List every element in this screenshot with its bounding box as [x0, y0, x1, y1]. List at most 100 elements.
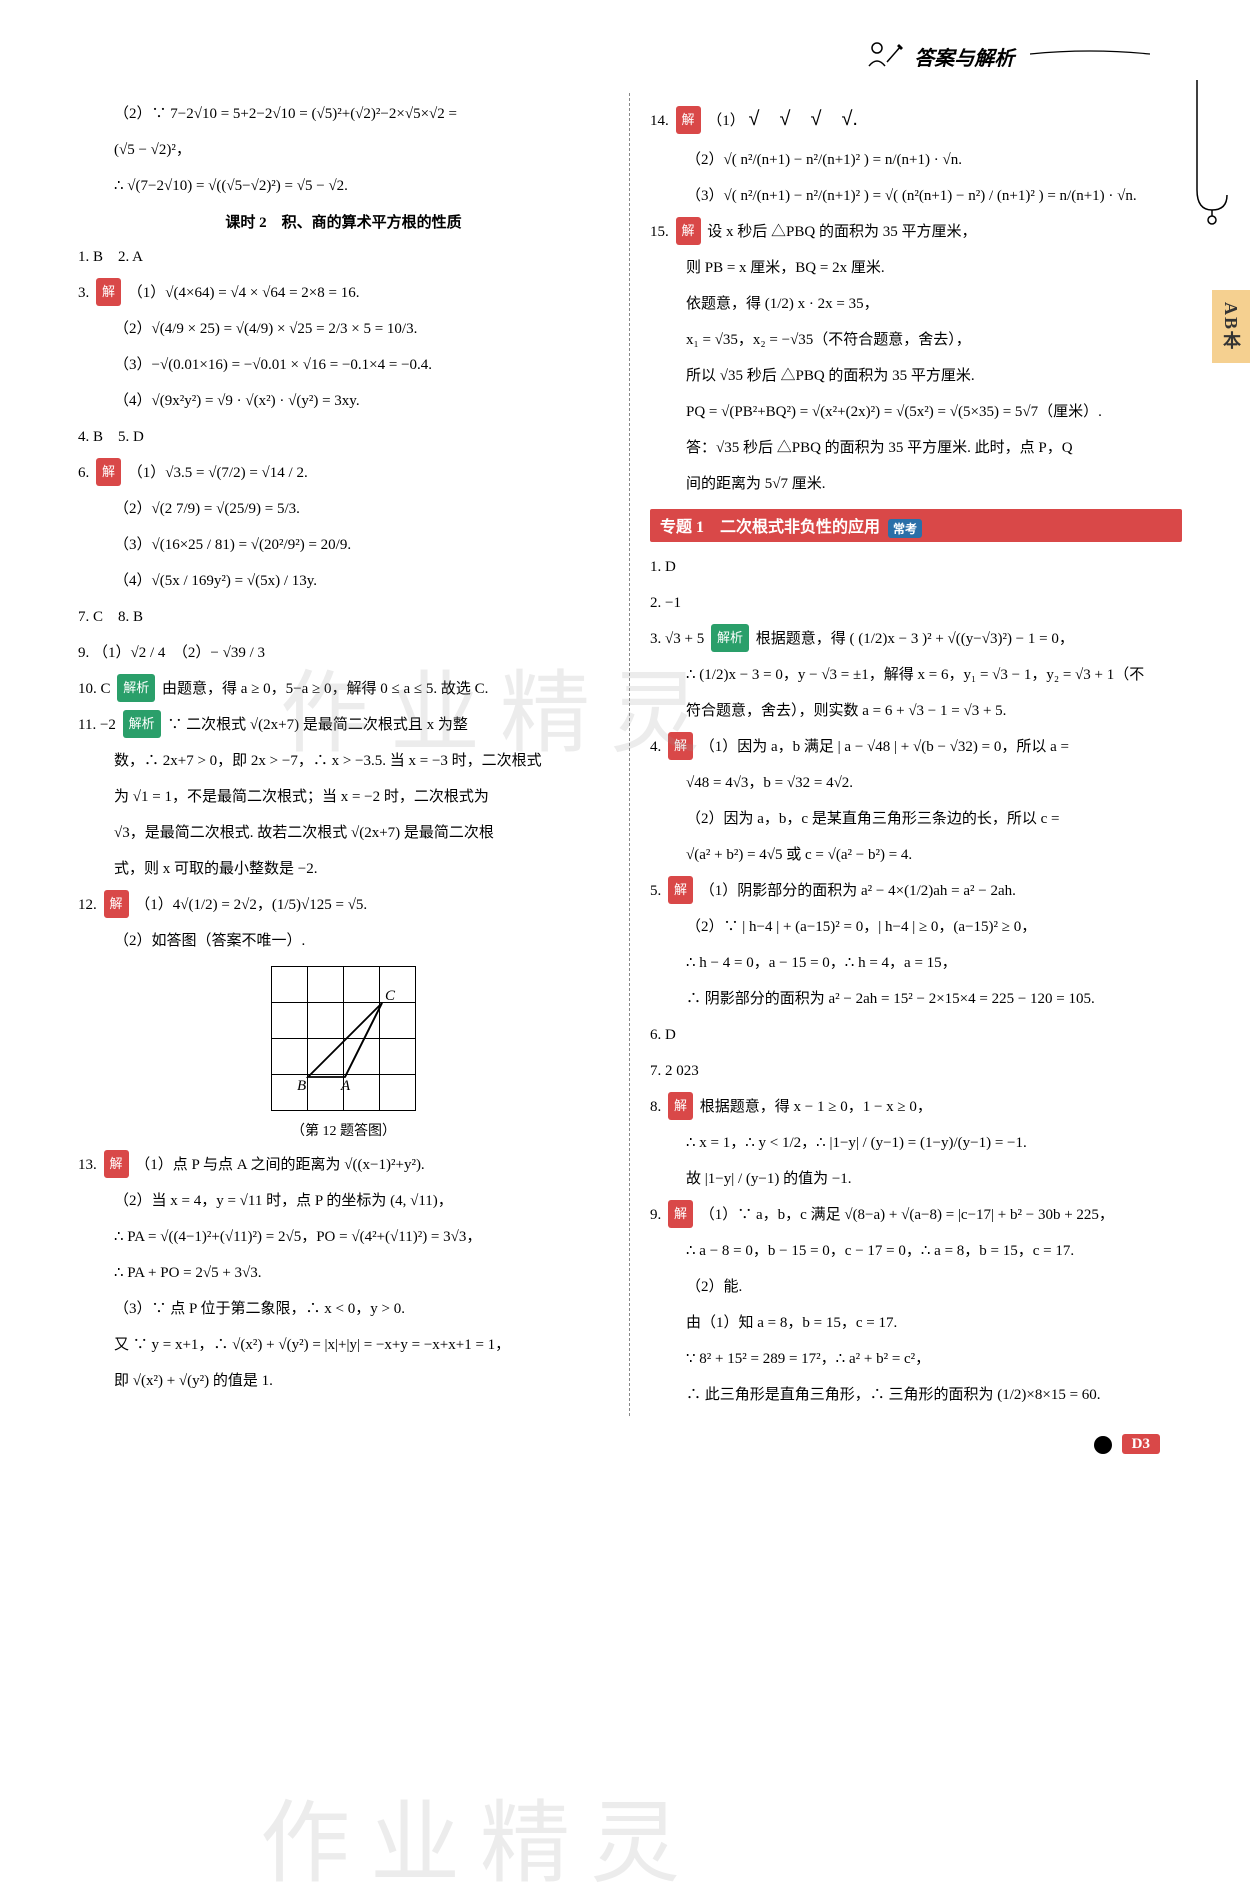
footer-dot-icon [1094, 1436, 1112, 1454]
question-15: 15. 解 设 x 秒后 △PBQ 的面积为 35 平方厘米， [650, 217, 1182, 247]
text: （1）√3.5 = √(7/2) = √14 / 2. [128, 465, 308, 481]
analysis-badge: 解析 [117, 674, 155, 702]
answer-line: 4. B 5. D [78, 422, 609, 452]
text-line: （2）√( n²/(n+1) − n²/(n+1)² ) = n/(n+1) ·… [650, 145, 1182, 175]
text-line: 为 √1 = 1，不是最简二次根式；当 x = −2 时，二次根式为 [78, 782, 609, 812]
text-line: 由（1）知 a = 8，b = 15，c = 17. [650, 1308, 1182, 1338]
answer-line: 7. C 8. B [78, 602, 609, 632]
text: （1）√(4×64) = √4 × √64 = 2×8 = 16. [128, 285, 360, 301]
text-line: √3，是最简二次根式. 故若二次根式 √(2x+7) 是最简二次根 [78, 818, 609, 848]
question-14: 14. 解 （1） √ √ √ √. [650, 99, 1182, 139]
q-number: 14. [650, 113, 669, 129]
topic-q8: 8. 解 根据题意，得 x − 1 ≥ 0，1 − x ≥ 0， [650, 1092, 1182, 1122]
analysis-badge: 解析 [123, 710, 161, 738]
text-line: √(a² + b²) = 4√5 或 c = √(a² − b²) = 4. [650, 840, 1182, 870]
check-marks: √ √ √ √. [749, 108, 858, 130]
left-column: （2）∵ 7−2√10 = 5+2−2√10 = (√5)²+(√2)²−2×√… [70, 93, 630, 1416]
text-line: x₁ = √35，x₂ = −√35（不符合题意，舍去）， [650, 325, 1182, 355]
text-line: ∴ 阴影部分的面积为 a² − 2ah = 15² − 2×15×4 = 225… [650, 984, 1182, 1014]
q-answer: 10. C [78, 681, 111, 697]
q-answer: 11. −2 [78, 717, 116, 733]
text-line: ∴ a − 8 = 0，b − 15 = 0，c − 17 = 0，∴ a = … [650, 1236, 1182, 1266]
text-line: 故 |1−y| / (y−1) 的值为 −1. [650, 1164, 1182, 1194]
analysis-badge: 解析 [711, 624, 749, 652]
q-number: 9. [650, 1207, 661, 1223]
question-11: 11. −2 解析 ∵ 二次根式 √(2x+7) 是最简二次根式且 x 为整 [78, 710, 609, 740]
text-line: 即 √(x²) + √(y²) 的值是 1. [78, 1366, 609, 1396]
text-line: 数，∴ 2x+7 > 0，即 2x > −7，∴ x > −3.5. 当 x =… [78, 746, 609, 776]
q-number: 12. [78, 897, 97, 913]
text: （1）因为 a，b 满足 | a − √48 | + √(b − √32) = … [700, 739, 1069, 755]
topic-title: 专题 1 二次根式非负性的应用 [660, 519, 880, 536]
page-number: D3 [1122, 1434, 1160, 1454]
header-title: 答案与解析 [914, 42, 1014, 71]
topic-bar: 专题 1 二次根式非负性的应用 常考 [650, 509, 1182, 542]
text-line: （2）√(2 7/9) = √(25/9) = 5/3. [78, 494, 609, 524]
text: （1）∵ a，b，c 满足 √(8−a) + √(a−8) = |c−17| +… [700, 1207, 1114, 1223]
q-number: 3. [78, 285, 89, 301]
text-line: 所以 √35 秒后 △PBQ 的面积为 35 平方厘米. [650, 361, 1182, 391]
text: （1）阴影部分的面积为 a² − 4×(1/2)ah = a² − 2ah. [700, 883, 1016, 899]
solve-badge: 解 [668, 1092, 693, 1120]
fig-label-a: A [341, 1078, 350, 1095]
question-12: 12. 解 （1）4√(1/2) = 2√2，(1/5)√125 = √5. [78, 890, 609, 920]
solve-badge: 解 [676, 217, 701, 245]
header-underline [1030, 48, 1150, 65]
q-number: 5. [650, 883, 661, 899]
text-line: PQ = √(PB²+BQ²) = √(x²+(2x)²) = √(5x²) =… [650, 397, 1182, 427]
text: （1）4√(1/2) = 2√2，(1/5)√125 = √5. [135, 897, 367, 913]
answer-line: 2. −1 [650, 588, 1182, 618]
page-header: 答案与解析 [70, 40, 1190, 73]
answer-line: 6. D [650, 1020, 1182, 1050]
text-line: （2）∵ 7−2√10 = 5+2−2√10 = (√5)²+(√2)²−2×√… [78, 99, 609, 129]
page: 答案与解析 AB本 作业精灵 作业精灵 （2）∵ 7−2√10 = 5+2−2√… [0, 0, 1250, 1484]
question-13: 13. 解 （1）点 P 与点 A 之间的距离为 √((x−1)²+y²). [78, 1150, 609, 1180]
text: 由题意，得 a ≥ 0，5−a ≥ 0，解得 0 ≤ a ≤ 5. 故选 C. [162, 681, 488, 697]
solve-badge: 解 [104, 890, 129, 918]
q-number: 6. [78, 465, 89, 481]
text-line: （2）√(4/9 × 25) = √(4/9) × √25 = 2/3 × 5 … [78, 314, 609, 344]
text-line: 则 PB = x 厘米，BQ = 2x 厘米. [650, 253, 1182, 283]
solve-badge: 解 [668, 732, 693, 760]
fig-label-b: B [297, 1078, 306, 1095]
q-answer: 3. √3 + 5 [650, 631, 704, 647]
figure-caption: （第 12 题答图） [78, 1120, 609, 1140]
text: （1）点 P 与点 A 之间的距离为 √((x−1)²+y²). [135, 1157, 424, 1173]
text-line: 又 ∵ y = x+1，∴ √(x²) + √(y²) = |x|+|y| = … [78, 1330, 609, 1360]
question-10: 10. C 解析 由题意，得 a ≥ 0，5−a ≥ 0，解得 0 ≤ a ≤ … [78, 674, 609, 704]
text-line: （3）∵ 点 P 位于第二象限，∴ x < 0，y > 0. [78, 1294, 609, 1324]
text-line: （3）−√(0.01×16) = −√0.01 × √16 = −0.1×4 =… [78, 350, 609, 380]
topic-q5: 5. 解 （1）阴影部分的面积为 a² − 4×(1/2)ah = a² − 2… [650, 876, 1182, 906]
text-line: ∴ x = 1，∴ y < 1/2，∴ |1−y| / (y−1) = (1−y… [650, 1128, 1182, 1158]
q-number: 15. [650, 224, 669, 240]
text-line: （3）√( n²/(n+1) − n²/(n+1)² ) = √( (n²(n+… [650, 181, 1182, 211]
answer-line: 1. B 2. A [78, 242, 609, 272]
text-line: √48 = 4√3，b = √32 = 4√2. [650, 768, 1182, 798]
text: ∵ 二次根式 √(2x+7) 是最简二次根式且 x 为整 [167, 717, 467, 733]
answer-line: 9. （1）√2 / 4 （2）− √39 / 3 [78, 638, 609, 668]
text-line: ∴ 此三角形是直角三角形，∴ 三角形的面积为 (1/2)×8×15 = 60. [650, 1380, 1182, 1410]
question-6: 6. 解 （1）√3.5 = √(7/2) = √14 / 2. [78, 458, 609, 488]
fig-label-c: C [385, 988, 395, 1005]
solve-badge: 解 [104, 1150, 129, 1178]
freq-badge: 常考 [888, 519, 922, 538]
question-3: 3. 解 （1）√(4×64) = √4 × √64 = 2×8 = 16. [78, 278, 609, 308]
content-columns: （2）∵ 7−2√10 = 5+2−2√10 = (√5)²+(√2)²−2×√… [70, 93, 1190, 1416]
text-line: ∴ PA = √((4−1)²+(√11)²) = 2√5，PO = √(4²+… [78, 1222, 609, 1252]
text-line: （4）√(9x²y²) = √9 · √(x²) · √(y²) = 3xy. [78, 386, 609, 416]
text: 根据题意，得 ( (1/2)x − 3 )² + √((y−√3)²) − 1 … [756, 631, 1074, 647]
side-tab: AB本 [1212, 290, 1250, 363]
page-footer: D3 [70, 1436, 1190, 1454]
text-line: （2）因为 a，b，c 是某直角三角形三条边的长，所以 c = [650, 804, 1182, 834]
text-line: ∴ (1/2)x − 3 = 0，y − √3 = ±1，解得 x = 6，y₁… [650, 660, 1182, 690]
text-line: 间的距离为 5√7 厘米. [650, 469, 1182, 499]
answer-line: 1. D [650, 552, 1182, 582]
solve-badge: 解 [96, 278, 121, 306]
text-line: 答：√35 秒后 △PBQ 的面积为 35 平方厘米. 此时，点 P，Q [650, 433, 1182, 463]
text-line: ∵ 8² + 15² = 289 = 17²，∴ a² + b² = c²， [650, 1344, 1182, 1374]
q-number: 8. [650, 1099, 661, 1115]
text-line: （2）∵ | h−4 | + (a−15)² = 0，| h−4 | ≥ 0，(… [650, 912, 1182, 942]
solve-badge: 解 [668, 876, 693, 904]
text: 设 x 秒后 △PBQ 的面积为 35 平方厘米， [707, 224, 976, 240]
topic-q4: 4. 解 （1）因为 a，b 满足 | a − √48 | + √(b − √3… [650, 732, 1182, 762]
